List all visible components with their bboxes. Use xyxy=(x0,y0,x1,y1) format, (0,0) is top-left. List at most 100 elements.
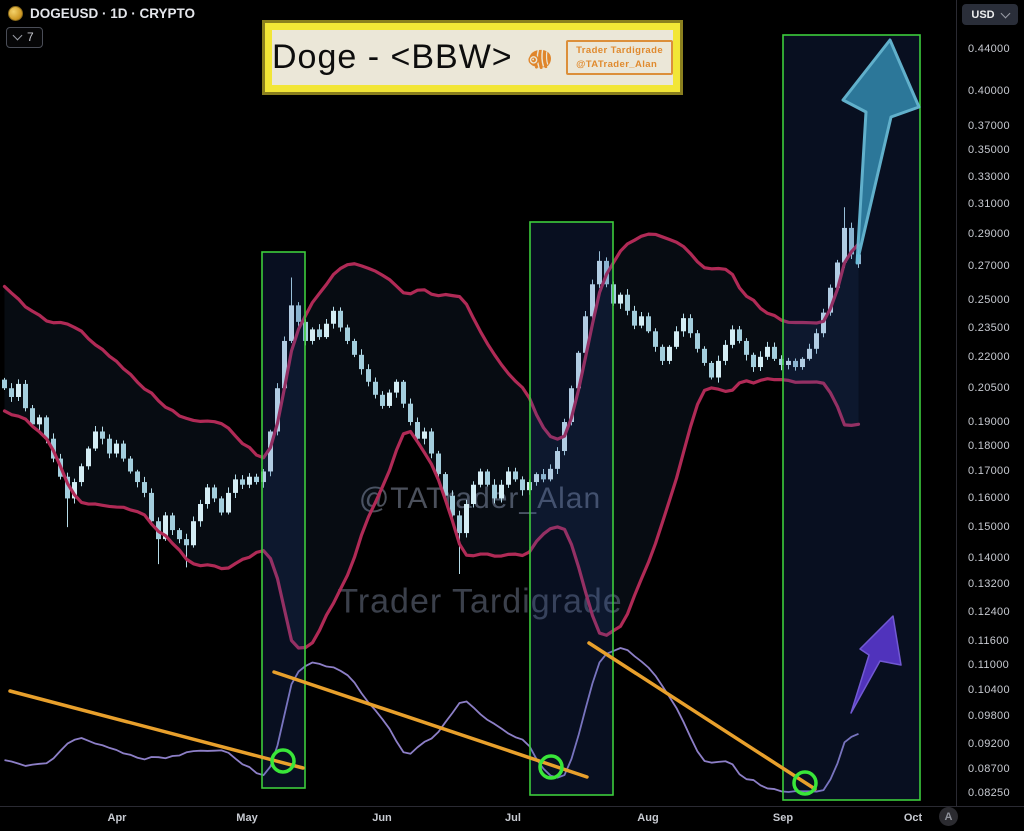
chevron-down-icon xyxy=(1000,8,1011,18)
time-axis[interactable]: Apr May Jun Jul Aug Sep Oct xyxy=(0,806,1024,831)
price-tick-label: 0.15000 xyxy=(968,521,1010,534)
price-tick-label: 0.35000 xyxy=(968,144,1010,157)
candle-body xyxy=(191,521,196,546)
breakout-arrow-bbw[interactable] xyxy=(850,615,902,714)
symbol-title: DOGEUSD · 1D · CRYPTO xyxy=(30,6,196,21)
candle-body xyxy=(86,448,91,467)
price-tick-label: 0.33000 xyxy=(968,170,1010,183)
object-tree-button[interactable]: 7 xyxy=(6,27,43,48)
candle-body xyxy=(177,530,182,540)
candle-body xyxy=(590,284,595,317)
candle-body xyxy=(674,331,679,347)
squeeze-box[interactable] xyxy=(782,34,921,801)
squeeze-circle[interactable] xyxy=(792,770,818,796)
candle-body xyxy=(667,346,672,361)
time-tick-label: Jun xyxy=(372,812,392,824)
candle-body xyxy=(247,476,252,485)
candle-body xyxy=(366,369,371,382)
time-tick-label: Apr xyxy=(107,812,127,824)
time-tick-label: Aug xyxy=(637,812,659,824)
candle-body xyxy=(219,498,224,513)
candle-body xyxy=(37,417,42,425)
candle-body xyxy=(2,379,7,389)
candle-body xyxy=(23,383,28,409)
price-tick-label: 0.29000 xyxy=(968,228,1010,240)
candle-body xyxy=(842,227,847,263)
candle-body xyxy=(233,479,238,493)
candle-body xyxy=(478,471,483,485)
candle-body xyxy=(800,358,805,368)
price-tick-label: 0.22000 xyxy=(968,350,1010,363)
candle-body xyxy=(681,318,686,332)
candle-body xyxy=(765,346,770,357)
banner-title: Doge - <BBW> xyxy=(272,38,513,76)
candle-body xyxy=(128,458,133,472)
candle-body xyxy=(772,346,777,359)
trendline[interactable] xyxy=(272,670,589,779)
candle-body xyxy=(212,487,217,499)
candle-body xyxy=(226,492,231,513)
bbw-trendlines xyxy=(8,641,817,791)
price-axis[interactable]: 0.44000 0.40000 0.37000 0.35000 0.33000 0.310… xyxy=(956,0,1024,806)
time-tick-label: Oct xyxy=(903,812,923,824)
candle-body xyxy=(184,539,189,546)
squeeze-circle[interactable] xyxy=(538,754,564,780)
candle-body xyxy=(569,388,574,423)
candle-body xyxy=(79,466,84,483)
candle-body xyxy=(107,438,112,454)
candle-body xyxy=(16,383,21,397)
candle-body xyxy=(513,471,518,480)
candle-body xyxy=(758,356,763,368)
candle-body xyxy=(744,340,749,355)
title-banner[interactable]: Doge - <BBW> Trader Tardigrade @TATrader… xyxy=(262,20,683,95)
title-banner-inner: Doge - <BBW> Trader Tardigrade @TATrader… xyxy=(272,30,673,85)
candle-body xyxy=(737,329,742,341)
bollinger-lower-band xyxy=(2,377,861,650)
squeeze-box[interactable] xyxy=(529,221,614,796)
autoscale-badge[interactable]: A xyxy=(939,807,958,826)
price-tick-label: 0.27000 xyxy=(968,259,1010,272)
symbol-header[interactable]: DOGEUSD · 1D · CRYPTO xyxy=(8,6,195,21)
candle-body xyxy=(618,294,623,304)
brand-badge-line2: @TATrader_Alan xyxy=(576,59,658,70)
price-tick-label: 0.08250 xyxy=(968,786,1010,799)
trendline[interactable] xyxy=(587,641,817,791)
candle-body xyxy=(422,431,427,439)
chevron-down-icon xyxy=(12,30,23,41)
breakout-arrow-price[interactable] xyxy=(841,38,921,265)
price-tick-label: 0.16000 xyxy=(968,492,1010,505)
trendline[interactable] xyxy=(8,689,305,770)
bollinger-upper-band xyxy=(2,232,861,460)
currency-dropdown[interactable]: USD xyxy=(962,4,1018,25)
price-tick-label: 0.14000 xyxy=(968,551,1010,564)
candle-body xyxy=(296,305,301,322)
candle-body xyxy=(730,329,735,345)
candle-body xyxy=(275,388,280,432)
price-tick-label: 0.23500 xyxy=(968,321,1010,334)
candle-body xyxy=(310,329,315,341)
candle-body xyxy=(317,329,322,338)
candle-body xyxy=(205,487,210,505)
candle-body xyxy=(436,453,441,475)
candle-body xyxy=(716,360,721,378)
candle-body xyxy=(520,479,525,491)
candle-body xyxy=(9,388,14,397)
candle-body xyxy=(289,305,294,341)
candle-body xyxy=(779,358,784,365)
squeeze-circle[interactable] xyxy=(270,748,296,774)
candle-body xyxy=(709,362,714,378)
candle-body xyxy=(65,476,70,499)
price-tick-label: 0.18000 xyxy=(968,440,1010,453)
candle-body xyxy=(793,360,798,368)
candle-body xyxy=(114,443,119,454)
candle-body xyxy=(695,333,700,349)
price-tick-label: 0.09200 xyxy=(968,738,1010,751)
watermark-brand: Trader Tardigrade xyxy=(337,582,623,621)
squeeze-box[interactable] xyxy=(261,251,306,789)
price-tick-label: 0.44000 xyxy=(968,42,1010,55)
candle-body xyxy=(499,484,504,499)
candle-body xyxy=(352,340,357,355)
brand-badge: Trader Tardigrade @TATrader_Alan xyxy=(566,40,673,75)
candle-body xyxy=(93,431,98,449)
